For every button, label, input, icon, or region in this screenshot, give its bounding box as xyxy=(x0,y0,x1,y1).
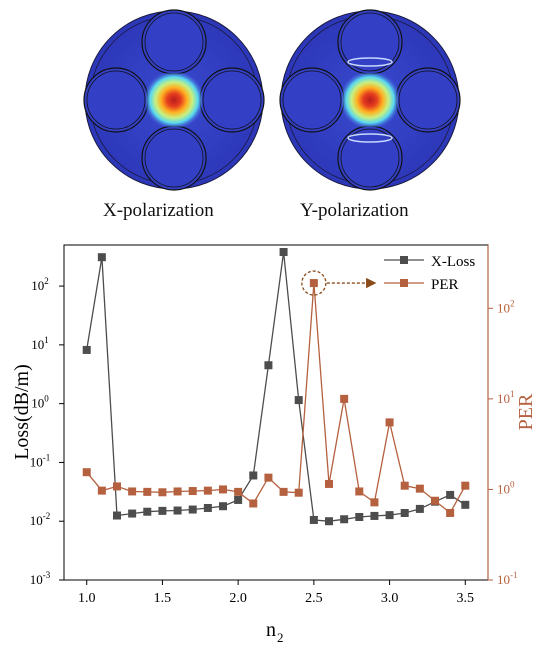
x-loss-point xyxy=(128,509,137,518)
per-point xyxy=(173,487,182,496)
x-loss-point xyxy=(415,504,424,513)
per-point xyxy=(279,487,288,496)
per-point xyxy=(219,485,227,494)
x-polarization-label: X-polarization xyxy=(103,200,214,221)
x-loss-point xyxy=(113,511,121,520)
per-point xyxy=(143,487,152,496)
x-loss-point xyxy=(446,490,455,499)
x-loss-point xyxy=(234,495,243,504)
x-loss-point xyxy=(355,512,364,521)
per-point xyxy=(461,481,470,490)
x-loss-point xyxy=(264,361,273,370)
left-tick-label: 102 xyxy=(31,276,49,293)
per-point xyxy=(325,479,333,488)
x-loss-point xyxy=(400,508,409,517)
per-point xyxy=(203,486,212,495)
x-loss-point xyxy=(173,506,182,515)
left-tick-label: 10-1 xyxy=(30,452,51,469)
per-line xyxy=(86,283,466,514)
per-point xyxy=(128,487,137,496)
loss-per-chart: 1.0 1.5 2.0 2.5 3.0 3.5 10-3 10-2 10-1 100 101 102 1… xyxy=(11,244,537,645)
per-point xyxy=(309,279,318,288)
x-loss-point xyxy=(340,515,349,524)
legend: X-Loss PER xyxy=(384,254,475,293)
right-tick-label: 10-1 xyxy=(497,570,518,587)
left-tick-label: 10-2 xyxy=(30,511,51,528)
per-point xyxy=(415,484,424,493)
x-loss-point xyxy=(370,511,379,520)
x-tick-label: 3.5 xyxy=(457,591,475,606)
legend-per-marker xyxy=(400,279,408,287)
x-loss-line xyxy=(86,251,466,522)
legend-xloss-label: X-Loss xyxy=(431,254,475,270)
per-point xyxy=(446,508,455,517)
x-tick-label: 2.0 xyxy=(229,591,247,606)
left-tick-label: 101 xyxy=(31,335,49,352)
x-loss-point xyxy=(309,515,318,524)
per-point xyxy=(113,482,121,491)
x-loss-point xyxy=(325,517,333,526)
per-point xyxy=(340,394,349,403)
per-point xyxy=(431,496,439,505)
per-point xyxy=(385,418,394,427)
right-axis-title: PER xyxy=(515,393,537,430)
per-point xyxy=(97,486,106,495)
x-loss-point xyxy=(82,345,91,354)
x-loss-point xyxy=(158,506,167,515)
highlight-circle xyxy=(301,270,327,296)
per-point xyxy=(264,473,273,482)
x-tick-label: 1.0 xyxy=(78,591,96,606)
x-axis-title: n xyxy=(266,619,276,641)
x-loss-point xyxy=(461,500,470,509)
per-point xyxy=(355,487,364,496)
x-axis-title-subscript: 2 xyxy=(277,630,284,645)
legend-per-label: PER xyxy=(431,277,459,293)
per-point xyxy=(158,488,167,497)
x-loss-point xyxy=(219,502,227,511)
series-layer xyxy=(82,248,470,526)
right-tick-label: 102 xyxy=(497,298,515,315)
x-polarization-mode-panel xyxy=(83,9,265,191)
x-loss-point xyxy=(385,511,394,520)
per-point xyxy=(400,481,409,490)
x-tick-label: 2.5 xyxy=(305,591,323,606)
per-point xyxy=(249,499,258,508)
left-tick-label: 10-3 xyxy=(30,570,51,587)
ticks-layer: 1.0 1.5 2.0 2.5 3.0 3.5 10-3 10-2 10-1 100 101 102 1… xyxy=(30,276,518,606)
x-tick-label: 3.0 xyxy=(381,591,399,606)
plot-frame xyxy=(63,244,489,581)
y-polarization-mode-panel xyxy=(279,9,461,191)
x-loss-point xyxy=(203,503,212,512)
x-loss-point xyxy=(97,253,106,262)
left-tick-label: 100 xyxy=(31,394,49,411)
x-loss-point xyxy=(188,505,197,514)
right-tick-label: 100 xyxy=(497,479,515,496)
per-point xyxy=(234,487,243,496)
y-polarization-label: Y-polarization xyxy=(300,200,409,221)
legend-xloss-marker xyxy=(400,256,408,264)
per-point xyxy=(294,488,303,497)
x-tick-label: 1.5 xyxy=(154,591,172,606)
x-loss-point xyxy=(249,471,258,480)
peak-highlight xyxy=(301,270,377,296)
x-loss-point xyxy=(143,507,152,516)
per-point xyxy=(188,487,197,496)
x-loss-point xyxy=(279,248,288,257)
per-point xyxy=(82,468,91,477)
left-axis-title: Loss(dB/m) xyxy=(11,364,33,460)
right-tick-label: 101 xyxy=(497,389,515,406)
x-loss-point xyxy=(294,396,303,405)
per-point xyxy=(370,498,379,507)
